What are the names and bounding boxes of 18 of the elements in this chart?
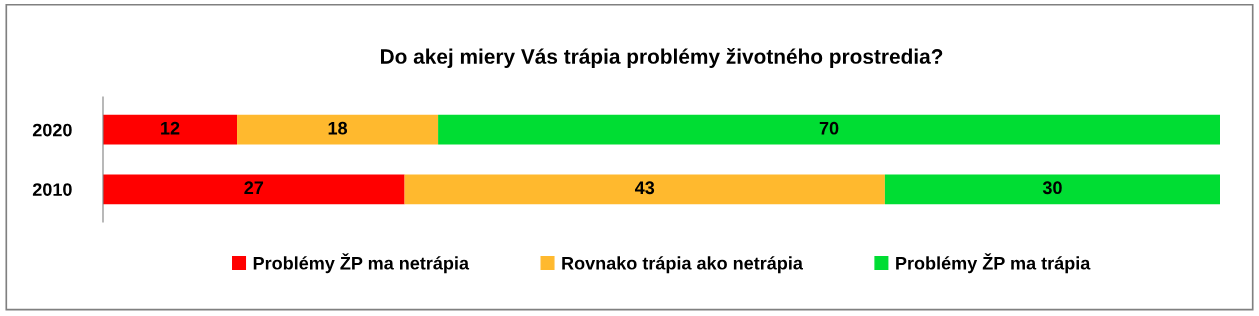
legend-label: Problémy ŽP ma trápia <box>896 253 1091 274</box>
data-label: 30 <box>1042 181 1062 195</box>
chart-title: Do akej miery Vás trápia problémy životného prostredia? <box>381 48 943 68</box>
bar <box>103 114 238 145</box>
bar <box>884 174 1220 205</box>
bar <box>404 174 885 205</box>
data-label: 27 <box>244 181 264 194</box>
y-tick-label: 2020 <box>32 123 72 137</box>
data-label: 12 <box>161 121 180 135</box>
bar <box>103 174 405 205</box>
bar <box>237 114 439 145</box>
legend-label: Rovnako trápia ako netrápia <box>562 256 803 274</box>
data-label: 70 <box>819 121 839 135</box>
data-label: 18 <box>328 121 348 135</box>
legend-label: Problémy ŽP ma netrápia <box>253 253 470 274</box>
data-label: 43 <box>634 181 655 195</box>
y-tick-label: 2010 <box>32 183 72 196</box>
bar <box>438 114 1220 145</box>
